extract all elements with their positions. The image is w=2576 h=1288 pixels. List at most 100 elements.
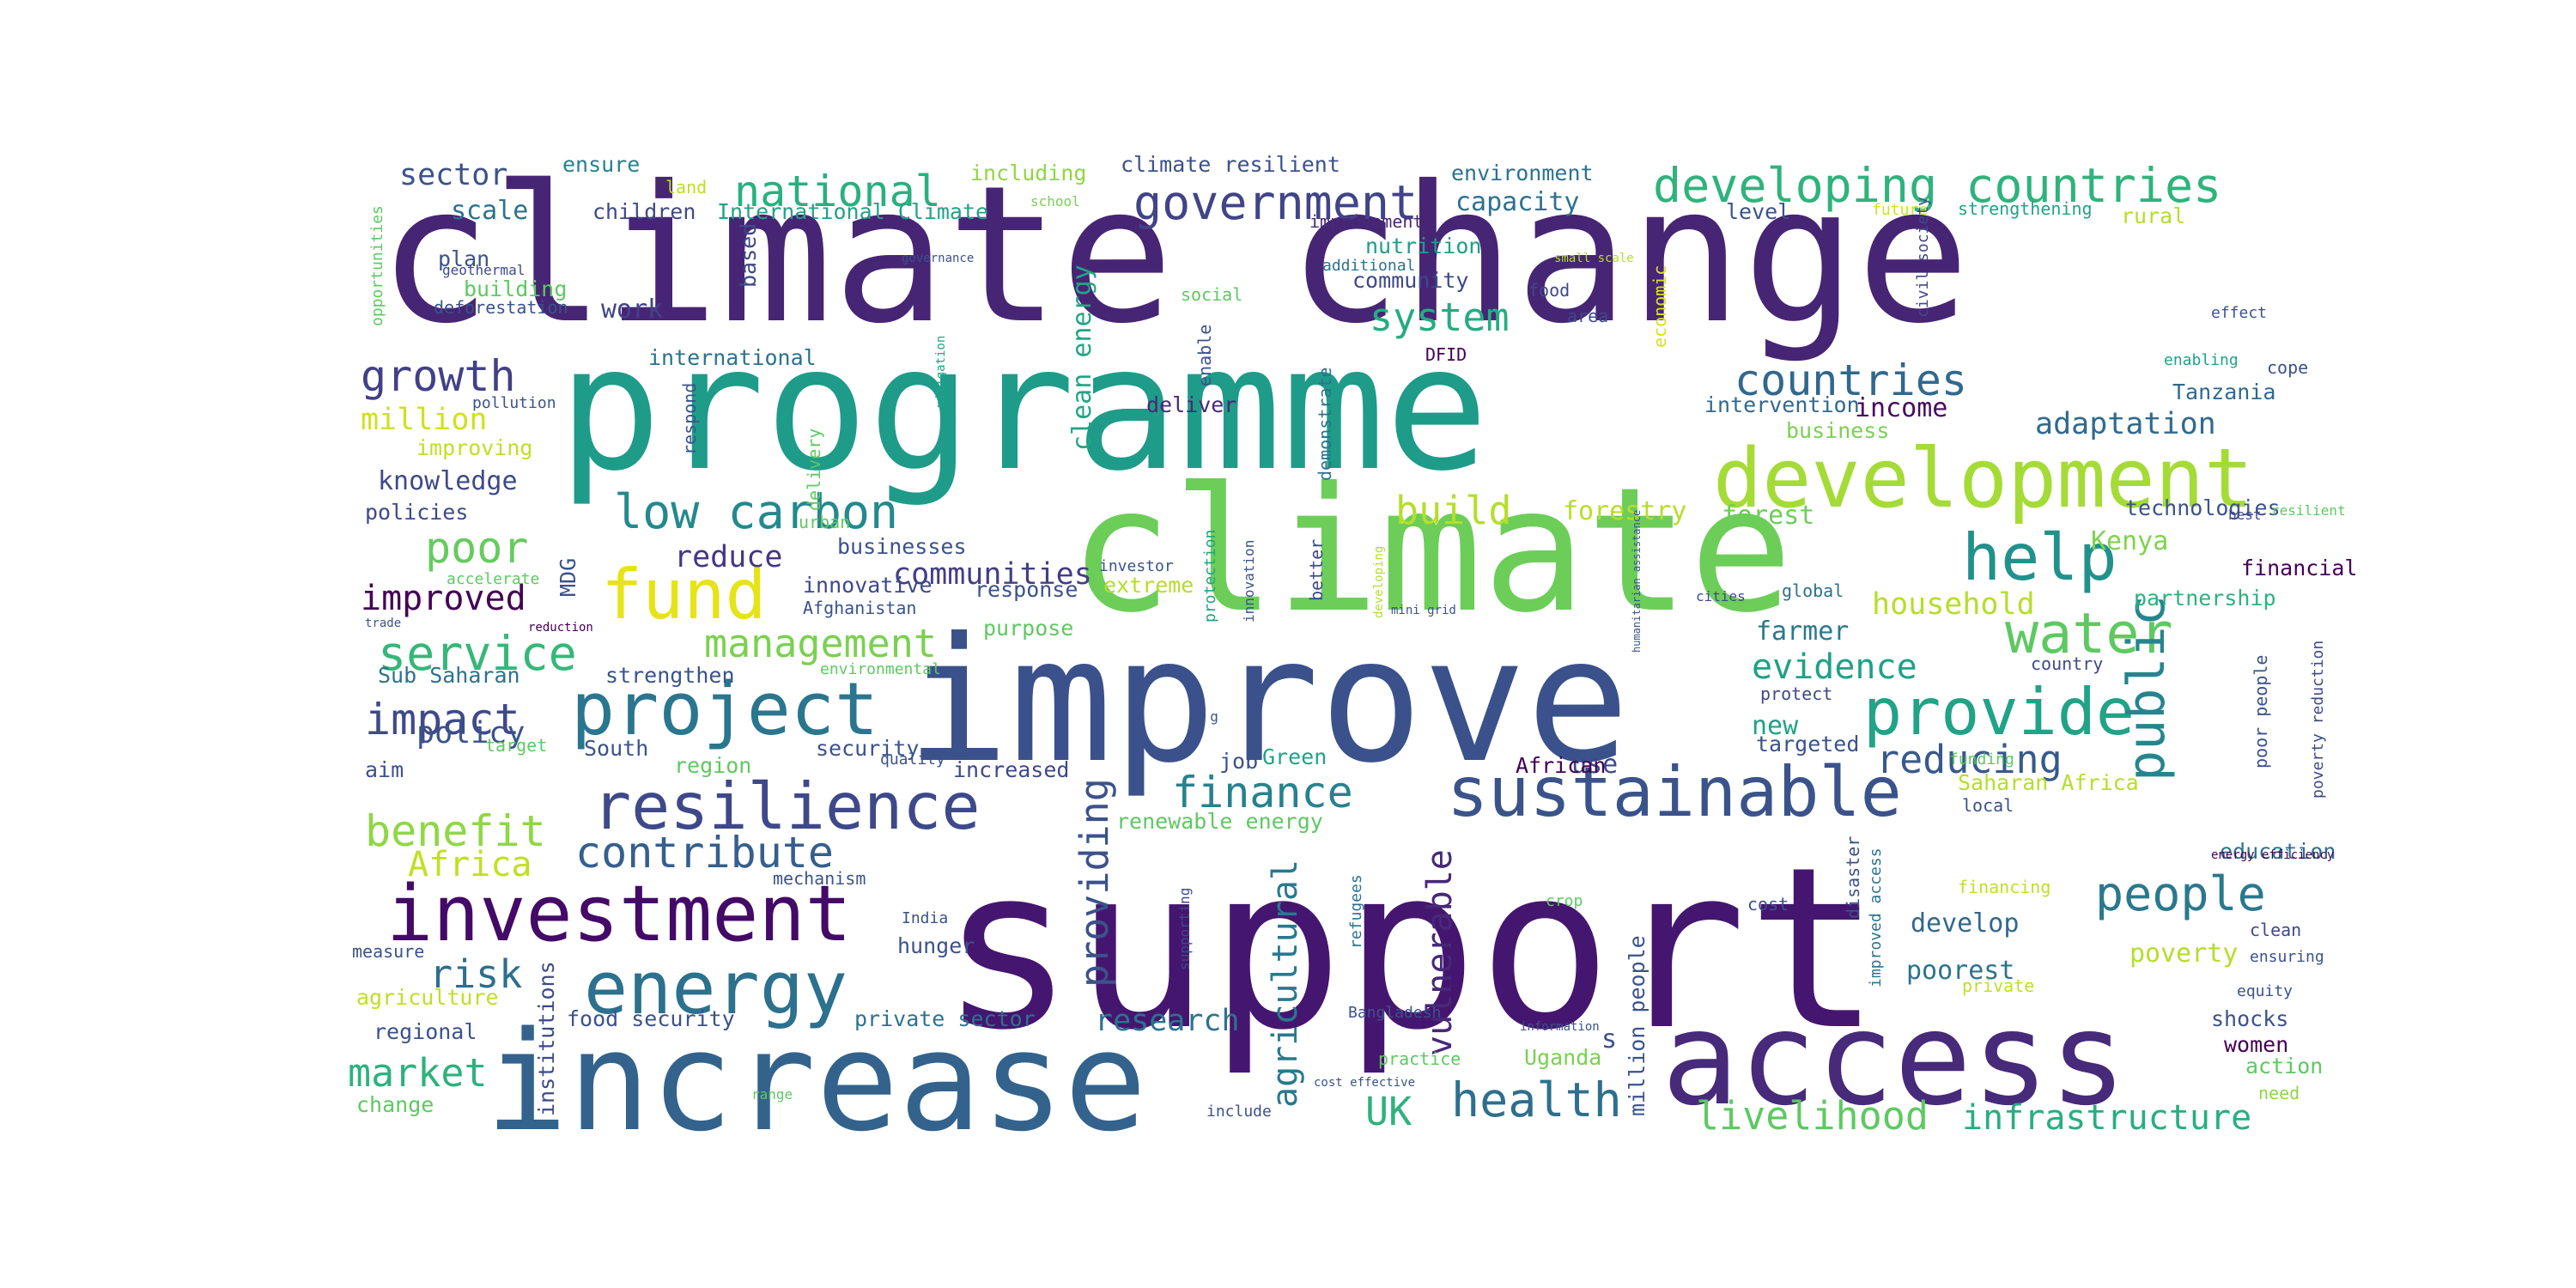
word-65: forestry xyxy=(1563,496,1687,526)
word-71: financial xyxy=(2241,556,2357,580)
word-103: resilient xyxy=(2271,502,2346,519)
word-105: economic xyxy=(1649,265,1670,348)
word-182: investor xyxy=(1099,557,1174,575)
word-172: MDG xyxy=(556,558,580,597)
word-62: poverty xyxy=(2129,939,2238,969)
word-153: region xyxy=(674,753,751,778)
word-41: providing xyxy=(1072,778,1117,987)
word-149: agriculture xyxy=(356,985,499,1010)
word-134: Uganda xyxy=(1524,1045,1601,1070)
word-199: opportunities xyxy=(368,205,386,326)
word-192: building xyxy=(464,276,567,301)
word-25: service xyxy=(378,626,577,681)
word-7: development xyxy=(1713,432,2253,526)
word-154: South xyxy=(584,736,648,761)
word-187: policies xyxy=(365,500,468,525)
word-163: e g xyxy=(1194,708,1218,725)
word-16: government xyxy=(1133,175,1418,230)
word-87: area xyxy=(1567,306,1608,326)
word-63: new xyxy=(1752,711,1799,741)
word-92: deliver xyxy=(1146,392,1236,417)
word-110: targeted xyxy=(1756,732,1859,756)
word-75: nutrition xyxy=(1365,234,1481,258)
word-12: project xyxy=(571,667,878,752)
word-61: poorest xyxy=(1906,956,2014,986)
word-77: environment xyxy=(1451,161,1594,185)
word-95: level xyxy=(1726,199,1790,224)
word-93: intervention xyxy=(1704,392,1860,417)
word-35: build xyxy=(1395,488,1511,533)
word-91: DFID xyxy=(1425,344,1467,365)
word-31: system xyxy=(1370,295,1510,340)
word-32: benefit xyxy=(365,806,546,856)
word-11: energy xyxy=(584,946,848,1031)
word-189: pollution xyxy=(472,394,556,412)
word-145: food security xyxy=(567,1006,735,1031)
word-173: innovative xyxy=(803,573,933,598)
word-191: deforestation xyxy=(434,297,568,318)
word-28: impact xyxy=(365,695,520,744)
word-96: strengthening xyxy=(1958,198,2093,219)
word-168: trade xyxy=(365,617,401,630)
word-6: access xyxy=(1662,985,2127,1134)
word-164: Sub Saharan xyxy=(378,663,520,688)
word-22: countries xyxy=(1735,355,1967,405)
word-53: million xyxy=(361,403,488,437)
word-116: energy efficiency xyxy=(2211,848,2334,862)
word-123: shocks xyxy=(2211,1006,2288,1031)
word-51: reduce xyxy=(674,540,782,574)
word-40: reducing xyxy=(1876,737,2063,782)
word-60: develop xyxy=(1911,908,2019,939)
word-101: enabling xyxy=(2164,351,2239,369)
word-98: future xyxy=(1872,201,1928,219)
word-127: financing xyxy=(1958,877,2050,897)
word-78: climate resilient xyxy=(1121,152,1340,177)
word-39: Africa xyxy=(408,845,532,884)
word-4: support xyxy=(940,820,1881,1079)
word-126: need xyxy=(2258,1083,2300,1103)
word-90: demonstrate xyxy=(1315,368,1335,481)
word-190: international xyxy=(648,345,817,370)
word-85: additional xyxy=(1322,257,1415,275)
word-24: finance xyxy=(1172,768,1353,817)
word-9: sustainable xyxy=(1447,752,1902,832)
word-175: response xyxy=(975,577,1078,602)
word-100: effect xyxy=(2211,304,2267,322)
word-174: businesses xyxy=(837,534,967,559)
word-5: increase xyxy=(485,1001,1147,1162)
word-181: mini grid xyxy=(1391,604,1456,617)
word-136: Bangladesh xyxy=(1348,1004,1441,1022)
word-171: Afghanistan xyxy=(803,598,916,618)
word-27: people xyxy=(2095,866,2266,921)
word-185: mitigation xyxy=(934,336,948,408)
word-56: scale xyxy=(451,196,528,226)
word-84: improvement xyxy=(1309,211,1423,232)
word-128: cost xyxy=(1747,894,1789,914)
word-112: Saharan Africa xyxy=(1958,770,2139,795)
word-33: livelihood xyxy=(1696,1093,1929,1139)
word-157: quality xyxy=(880,750,945,769)
word-135: practice xyxy=(1378,1048,1461,1069)
word-74: Tanzania xyxy=(2172,380,2275,404)
word-111: country xyxy=(2031,653,2103,674)
word-86: food xyxy=(1528,280,1570,301)
word-143: private sector xyxy=(854,1006,1036,1031)
word-114: funding xyxy=(1949,750,2014,769)
word-36: poor xyxy=(425,523,528,573)
word-29: growth xyxy=(361,351,516,401)
word-72: partnership xyxy=(2134,586,2276,611)
word-158: increased xyxy=(953,757,1069,782)
word-197: school xyxy=(1030,193,1080,210)
word-188: improving xyxy=(416,435,532,460)
word-115: education xyxy=(2220,839,2336,864)
word-8: investment xyxy=(386,869,852,959)
word-165: strengthen xyxy=(605,663,735,688)
word-80: International Climate xyxy=(717,199,988,224)
word-148: range xyxy=(751,1086,793,1103)
word-30: management xyxy=(704,621,937,666)
word-195: based xyxy=(736,223,761,288)
word-46: household xyxy=(1872,587,2035,622)
word-15: water xyxy=(2005,602,2173,666)
word-142: hunger xyxy=(897,933,975,958)
